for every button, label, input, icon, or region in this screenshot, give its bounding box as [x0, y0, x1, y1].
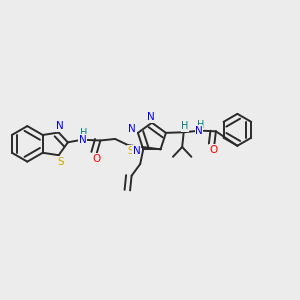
Text: H: H: [181, 121, 189, 131]
Text: N: N: [133, 146, 140, 156]
Text: H: H: [196, 120, 204, 130]
Text: N: N: [147, 112, 155, 122]
Text: S: S: [58, 157, 64, 167]
Text: N: N: [79, 135, 86, 145]
Text: N: N: [56, 122, 64, 131]
Text: O: O: [210, 145, 218, 155]
Text: S: S: [128, 146, 134, 156]
Text: N: N: [128, 124, 136, 134]
Text: H: H: [80, 128, 87, 138]
Text: O: O: [92, 154, 100, 164]
Text: N: N: [195, 126, 203, 136]
